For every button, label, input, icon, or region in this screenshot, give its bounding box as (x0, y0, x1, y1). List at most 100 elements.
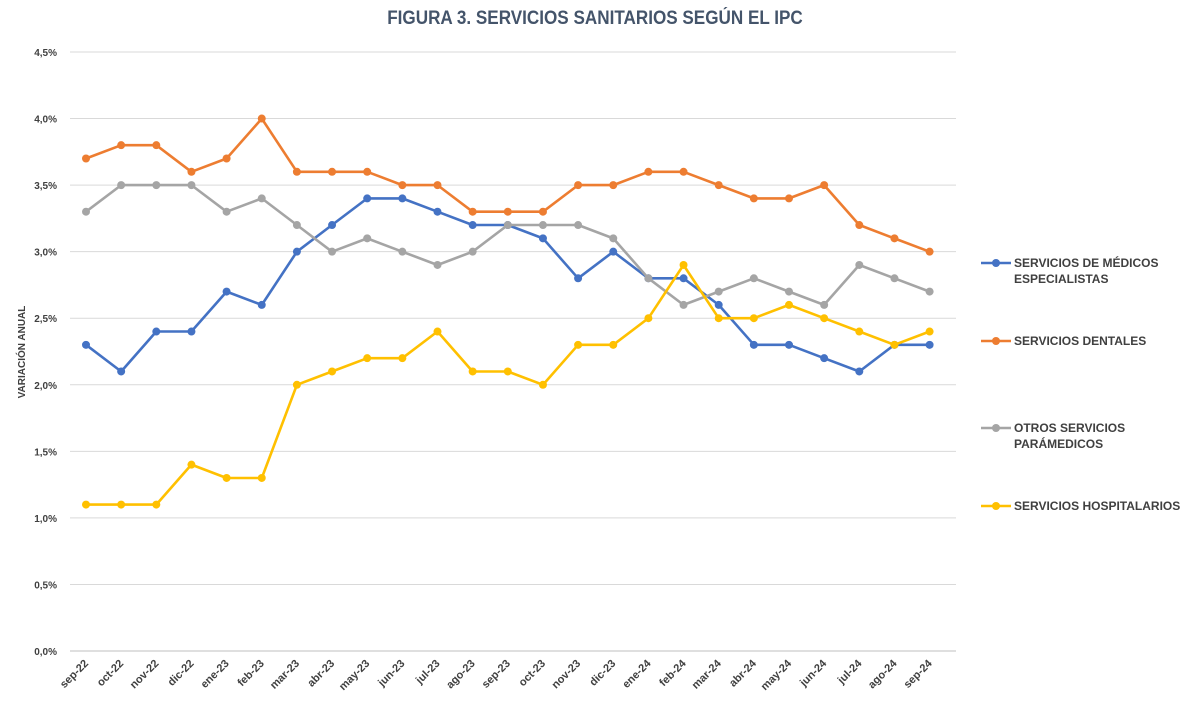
data-point (117, 367, 126, 376)
data-point (785, 300, 793, 309)
data-point (679, 167, 688, 176)
y-tick-label: 4,0% (34, 115, 57, 126)
x-tick-label: sep-24 (902, 657, 936, 691)
y-tick-label: 0,0% (34, 647, 57, 658)
series-2 (82, 114, 934, 256)
y-tick-label: 2,5% (34, 314, 57, 325)
legend-marker (992, 424, 1000, 432)
data-point (222, 473, 231, 482)
x-tick-label: jul-23 (413, 658, 443, 688)
x-tick-label: feb-24 (657, 657, 689, 689)
data-point (152, 181, 161, 190)
data-point (503, 367, 512, 376)
y-tick-label: 2,0% (34, 381, 57, 392)
data-point (820, 300, 829, 309)
data-point (152, 500, 161, 509)
data-point (82, 154, 90, 163)
x-tick-label: nov-22 (128, 658, 162, 692)
x-tick-label: oct-22 (95, 658, 126, 689)
data-point (855, 221, 864, 230)
data-point (152, 141, 161, 150)
data-point (187, 181, 196, 190)
data-point (328, 167, 337, 176)
data-point (749, 194, 758, 203)
data-point (82, 340, 90, 349)
data-point (538, 234, 547, 243)
y-tick-label: 0,5% (34, 580, 57, 591)
data-point (644, 167, 653, 176)
legend-entry-1: SERVICIOS DE MÉDICOS ESPECIALISTAS (981, 255, 1158, 286)
legend: SERVICIOS DE MÉDICOS ESPECIALISTAS SERVICI… (981, 255, 1180, 513)
data-point (855, 367, 864, 376)
data-point (468, 367, 477, 376)
x-tick-label: ene-24 (620, 657, 654, 691)
data-point (679, 274, 688, 283)
data-point (785, 340, 793, 349)
x-tick-label: abr-23 (305, 658, 337, 690)
data-point (468, 221, 477, 230)
legend-entry-4: SERVICIOS HOSPITALARIOS (981, 499, 1180, 513)
data-point (538, 207, 547, 216)
x-tick-label: may-23 (337, 658, 372, 693)
x-tick-label: jun-24 (797, 657, 830, 690)
data-point (785, 287, 793, 296)
data-point (468, 247, 477, 256)
data-point (187, 167, 196, 176)
series-3 (82, 181, 934, 309)
data-point (363, 167, 372, 176)
data-point (749, 340, 758, 349)
y-tick-label: 1,5% (34, 447, 57, 458)
y-axis-label: VARIACIÓN ANUAL (15, 306, 28, 399)
legend-label: SERVICIOS DENTALES (1014, 334, 1146, 348)
data-point (925, 247, 934, 256)
data-point (117, 181, 126, 190)
data-point (890, 274, 899, 283)
data-point (785, 194, 793, 203)
data-point (398, 194, 407, 203)
data-point (609, 340, 618, 349)
data-point (257, 114, 266, 123)
legend-label: OTROS SERVICIOS PARÁMEDICOS (1014, 421, 1125, 451)
data-point (292, 221, 301, 230)
legend-entry-2: SERVICIOS DENTALES (981, 334, 1146, 348)
data-point (714, 287, 723, 296)
data-point (574, 181, 583, 190)
data-point (749, 274, 758, 283)
data-point (714, 314, 723, 323)
x-tick-label: dic-22 (166, 658, 197, 689)
data-point (257, 300, 266, 309)
data-point (503, 221, 512, 230)
data-point (925, 340, 934, 349)
x-tick-label: oct-23 (517, 658, 548, 689)
chart-title: FIGURA 3. SERVICIOS SANITARIOS SEGÚN EL … (387, 8, 803, 29)
data-point (538, 380, 547, 389)
data-point (292, 167, 301, 176)
data-point (574, 221, 583, 230)
data-point (117, 500, 126, 509)
y-tick-label: 3,0% (34, 248, 57, 259)
data-point (398, 354, 407, 363)
data-point (714, 300, 723, 309)
x-tick-label: jul-24 (835, 657, 865, 687)
data-point (433, 207, 442, 216)
data-point (925, 327, 934, 336)
data-point (820, 181, 829, 190)
data-point (855, 260, 864, 269)
x-tick-label: may-24 (759, 657, 795, 693)
data-point (222, 154, 231, 163)
legend-marker (992, 337, 1000, 345)
data-point (433, 260, 442, 269)
x-tick-label: mar-24 (690, 657, 725, 692)
data-point (503, 207, 512, 216)
data-point (925, 287, 934, 296)
y-tick-label: 4,5% (34, 48, 57, 59)
x-tick-label: abr-24 (727, 657, 759, 689)
data-point (820, 314, 829, 323)
data-point (257, 194, 266, 203)
data-point (363, 234, 372, 243)
data-point (609, 181, 618, 190)
series-4 (82, 260, 934, 509)
legend-label: SERVICIOS DE MÉDICOS ESPECIALISTAS (1014, 255, 1158, 286)
y-tick-label: 1,0% (34, 514, 57, 525)
